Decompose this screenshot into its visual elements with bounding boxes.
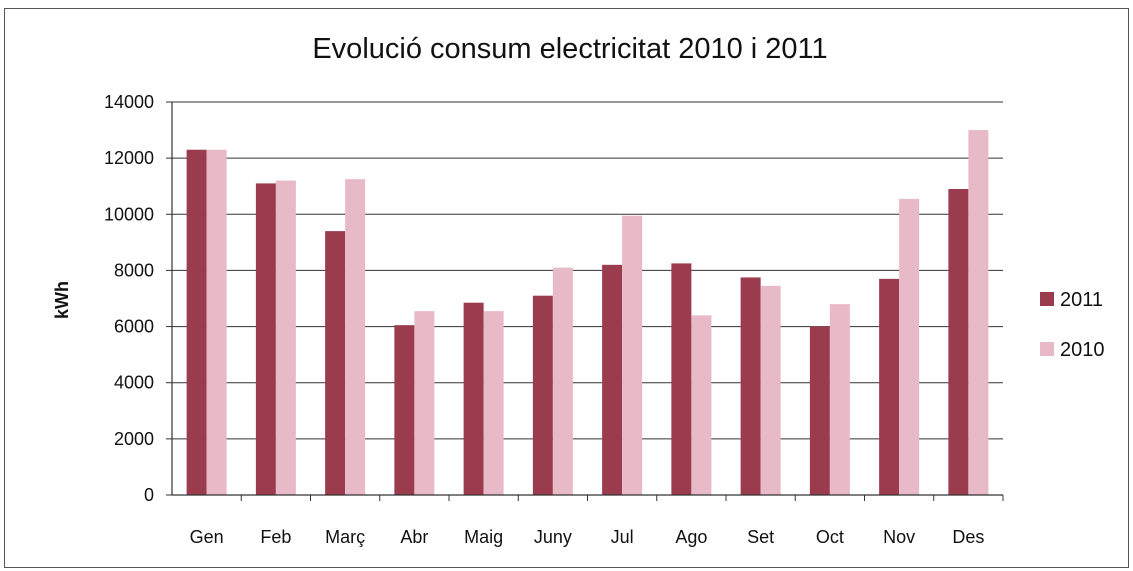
bars (186, 130, 989, 496)
y-tick-label: 6000 (114, 317, 154, 337)
bar-2010-Oct (829, 304, 850, 495)
axes (166, 101, 1004, 501)
bar-2011-Set (740, 277, 761, 495)
bar-2010-Ago (691, 315, 712, 495)
x-tick-label: Nov (883, 527, 915, 547)
y-tick-label: 8000 (114, 260, 154, 280)
x-tick-label: Ago (675, 527, 707, 547)
chart-title: Evolució consum electricitat 2010 i 2011 (312, 33, 827, 65)
bar-2011-Maig (463, 302, 484, 495)
bar-2010-Feb (275, 180, 296, 495)
bar-2011-Ago (671, 263, 692, 495)
bar-2011-Març (325, 231, 346, 495)
legend-swatch-2010 (1040, 342, 1054, 356)
bar-2011-Gen (186, 149, 207, 495)
bar-2011-Oct (809, 326, 830, 495)
bar-2011-Nov (879, 278, 900, 495)
bar-2011-Abr (394, 325, 415, 495)
x-tick-label: Jul (611, 527, 634, 547)
y-tick-label: 4000 (114, 373, 154, 393)
x-tick-label: Maig (464, 527, 503, 547)
bar-2010-Abr (414, 311, 435, 495)
x-tick-label: Gen (190, 527, 224, 547)
bar-2010-Maig (483, 311, 504, 495)
x-tick-label: Març (325, 527, 365, 547)
bar-2010-Gen (206, 149, 227, 495)
bar-2011-Feb (255, 183, 276, 495)
bar-2011-Jul (602, 264, 623, 495)
chart-border (4, 8, 1129, 568)
legend-label-2010: 2010 (1060, 339, 1105, 361)
y-tick-label: 10000 (104, 204, 154, 224)
y-tick-label: 14000 (104, 92, 154, 112)
gridlines (172, 101, 1003, 440)
y-tick-label: 0 (144, 485, 154, 505)
y-axis-label: kWh (52, 281, 72, 319)
y-tick-label: 12000 (104, 148, 154, 168)
legend-swatch-2011 (1040, 292, 1054, 306)
x-tick-label: Feb (260, 527, 291, 547)
bar-2010-Març (345, 179, 366, 496)
y-tick-label: 2000 (114, 429, 154, 449)
x-tick-label: Oct (816, 527, 844, 547)
x-tick-label: Set (747, 527, 774, 547)
x-tick-label: Des (952, 527, 984, 547)
bar-2010-Juny (552, 267, 573, 495)
legend-label-2011: 2011 (1060, 289, 1103, 311)
bar-2011-Des (948, 189, 969, 495)
bar-2010-Nov (899, 198, 920, 495)
legend: 2011 2010 (1040, 289, 1105, 361)
bar-2010-Set (760, 285, 781, 495)
bar-2010-Jul (622, 215, 643, 496)
x-tick-labels: Gen Feb Març Abr Maig Juny Jul Ago Set Oct Nov Des (190, 527, 985, 547)
x-tick-label: Abr (400, 527, 428, 547)
y-tick-labels: 0 2000 4000 6000 8000 10000 12000 14000 (104, 92, 154, 505)
bar-2010-Des (968, 130, 989, 496)
x-tick-label: Juny (534, 527, 572, 547)
bar-2011-Juny (532, 295, 553, 495)
